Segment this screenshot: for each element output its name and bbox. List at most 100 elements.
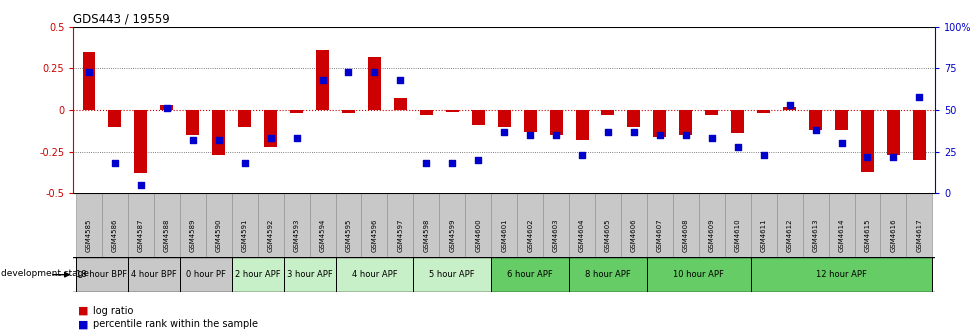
Bar: [620, 193, 646, 257]
Point: [626, 129, 642, 134]
Bar: [750, 193, 776, 257]
Point: [833, 141, 849, 146]
Bar: [575, 110, 588, 140]
Point: [133, 182, 149, 187]
Bar: [491, 193, 516, 257]
Bar: [854, 193, 879, 257]
Point: [911, 94, 926, 99]
Text: ■: ■: [78, 306, 89, 316]
Bar: [180, 193, 205, 257]
Point: [885, 154, 901, 159]
Bar: [704, 110, 718, 115]
Bar: [782, 107, 795, 110]
Text: GSM4615: GSM4615: [864, 218, 869, 252]
Bar: [750, 257, 931, 292]
Text: GSM4614: GSM4614: [838, 218, 844, 252]
Text: 3 hour APF: 3 hour APF: [287, 270, 333, 279]
Bar: [160, 105, 173, 110]
Point: [185, 137, 200, 143]
Bar: [827, 193, 854, 257]
Point: [314, 77, 330, 83]
Bar: [238, 110, 251, 127]
Text: GSM4606: GSM4606: [630, 218, 637, 252]
Bar: [128, 193, 154, 257]
Text: GSM4595: GSM4595: [345, 218, 351, 252]
Bar: [180, 257, 232, 292]
Bar: [109, 110, 121, 127]
Bar: [724, 193, 750, 257]
Bar: [860, 110, 873, 172]
Point: [81, 69, 97, 75]
Bar: [335, 257, 413, 292]
Bar: [756, 110, 770, 113]
Bar: [134, 110, 148, 173]
Text: GSM4617: GSM4617: [915, 218, 921, 252]
Point: [703, 136, 719, 141]
Point: [262, 136, 278, 141]
Bar: [646, 193, 672, 257]
Point: [651, 132, 667, 138]
Bar: [600, 110, 614, 115]
Text: GSM4604: GSM4604: [578, 218, 585, 252]
Bar: [264, 110, 277, 146]
Bar: [232, 257, 284, 292]
Text: GSM4602: GSM4602: [526, 218, 533, 252]
Bar: [834, 110, 847, 130]
Bar: [76, 257, 128, 292]
Bar: [76, 193, 102, 257]
Bar: [128, 257, 180, 292]
Text: 12 hour APF: 12 hour APF: [816, 270, 867, 279]
Text: GSM4608: GSM4608: [682, 218, 689, 252]
Bar: [497, 110, 511, 127]
Point: [807, 127, 822, 133]
Bar: [413, 257, 491, 292]
Text: GSM4596: GSM4596: [371, 218, 378, 252]
Point: [107, 161, 122, 166]
Bar: [549, 110, 562, 135]
Bar: [808, 110, 822, 130]
Text: 8 hour APF: 8 hour APF: [585, 270, 630, 279]
Bar: [731, 110, 743, 133]
Text: GSM4587: GSM4587: [138, 218, 144, 252]
Point: [730, 144, 745, 149]
Text: 18 hour BPF: 18 hour BPF: [76, 270, 127, 279]
Point: [781, 102, 797, 108]
Bar: [471, 110, 484, 125]
Bar: [316, 50, 329, 110]
Bar: [361, 193, 387, 257]
Text: GSM4599: GSM4599: [449, 218, 455, 252]
Point: [158, 106, 174, 111]
Bar: [102, 193, 128, 257]
Text: GDS443 / 19559: GDS443 / 19559: [73, 13, 170, 26]
Bar: [523, 110, 536, 132]
Text: 6 hour APF: 6 hour APF: [507, 270, 553, 279]
Bar: [284, 257, 335, 292]
Text: GSM4590: GSM4590: [215, 218, 221, 252]
Text: GSM4609: GSM4609: [708, 218, 714, 252]
Point: [678, 132, 693, 138]
Point: [755, 152, 771, 158]
Text: GSM4593: GSM4593: [293, 218, 299, 252]
Bar: [393, 98, 407, 110]
Point: [444, 161, 460, 166]
Text: 10 hour APF: 10 hour APF: [673, 270, 724, 279]
Point: [522, 132, 538, 138]
Bar: [335, 193, 361, 257]
Text: GSM4607: GSM4607: [656, 218, 662, 252]
Text: GSM4597: GSM4597: [397, 218, 403, 252]
Text: GSM4616: GSM4616: [890, 218, 896, 252]
Text: GSM4605: GSM4605: [604, 218, 610, 252]
Bar: [627, 110, 640, 127]
Text: 4 hour APF: 4 hour APF: [351, 270, 397, 279]
Point: [340, 69, 356, 75]
Bar: [82, 52, 96, 110]
Bar: [368, 57, 380, 110]
Text: percentile rank within the sample: percentile rank within the sample: [93, 319, 258, 329]
Bar: [420, 110, 432, 115]
Bar: [776, 193, 802, 257]
Point: [366, 69, 381, 75]
Point: [237, 161, 252, 166]
Bar: [679, 110, 691, 135]
Bar: [205, 193, 232, 257]
Bar: [413, 193, 439, 257]
